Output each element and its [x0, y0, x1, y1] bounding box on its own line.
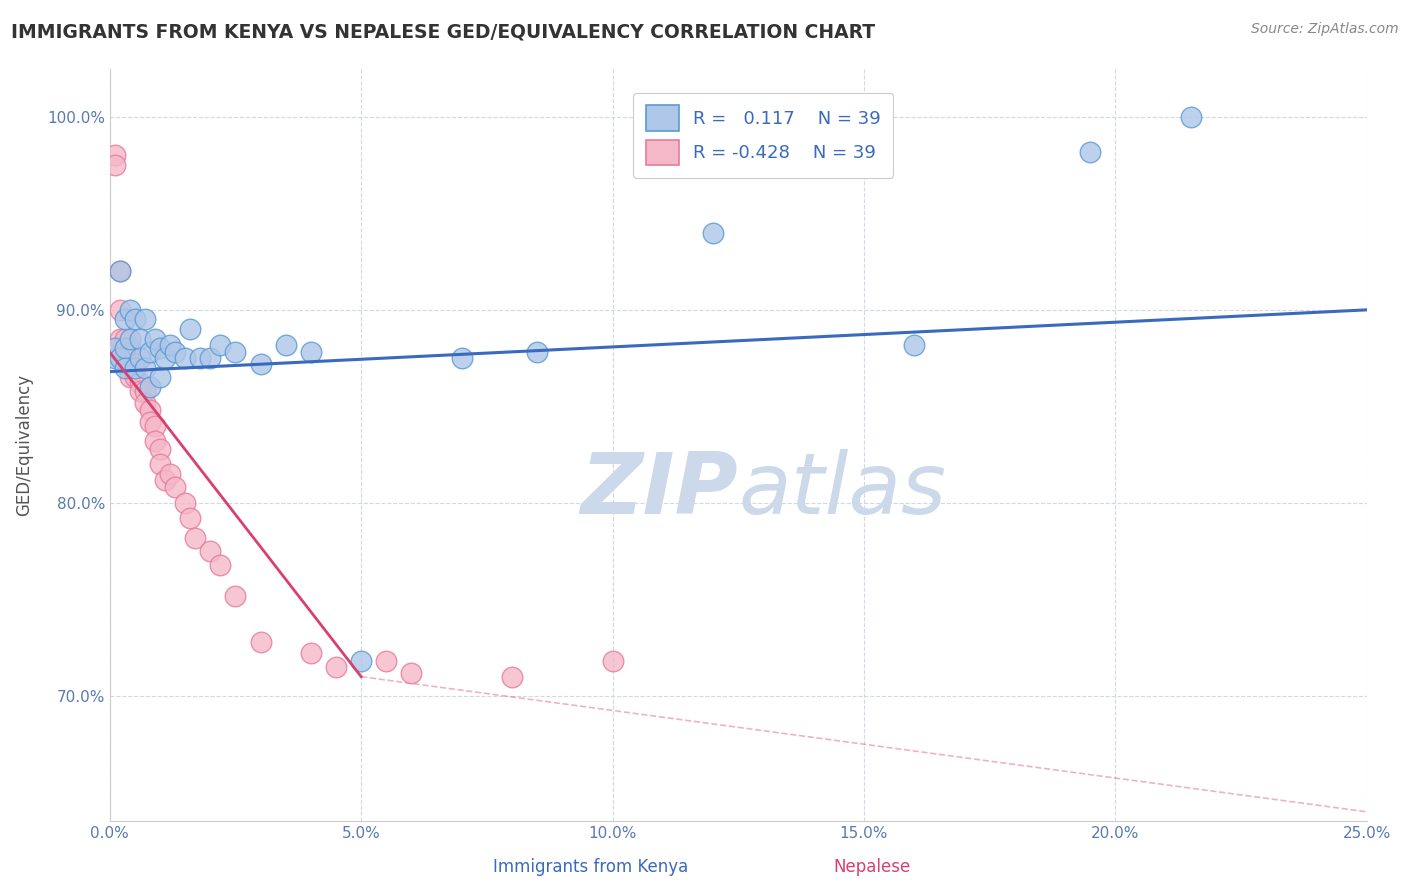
Point — [299, 647, 322, 661]
Point — [209, 337, 232, 351]
Point — [108, 332, 131, 346]
Point — [179, 322, 201, 336]
Point — [114, 332, 136, 346]
Point — [124, 360, 146, 375]
Point — [224, 345, 246, 359]
Point — [1180, 110, 1202, 124]
Text: Source: ZipAtlas.com: Source: ZipAtlas.com — [1251, 22, 1399, 37]
Point — [129, 384, 152, 398]
Point — [139, 380, 162, 394]
Point — [118, 342, 141, 356]
Point — [501, 670, 523, 684]
Point — [200, 544, 222, 558]
Point — [104, 342, 127, 356]
Point — [153, 473, 176, 487]
Text: atlas: atlas — [738, 449, 946, 532]
Point — [526, 345, 548, 359]
Point — [149, 370, 172, 384]
Point — [124, 312, 146, 326]
Point — [165, 345, 187, 359]
Point — [134, 360, 156, 375]
Point — [139, 415, 162, 429]
Point — [139, 403, 162, 417]
Point — [134, 312, 156, 326]
Point — [209, 558, 232, 572]
Point — [224, 589, 246, 603]
Point — [129, 332, 152, 346]
Point — [118, 332, 141, 346]
Point — [118, 357, 141, 371]
Point — [249, 357, 271, 371]
Point — [200, 351, 222, 365]
Point — [702, 226, 724, 240]
Text: IMMIGRANTS FROM KENYA VS NEPALESE GED/EQUIVALENCY CORRELATION CHART: IMMIGRANTS FROM KENYA VS NEPALESE GED/EQ… — [11, 22, 876, 41]
Y-axis label: GED/Equivalency: GED/Equivalency — [15, 374, 32, 516]
Point — [149, 342, 172, 356]
Point — [325, 660, 347, 674]
Point — [108, 302, 131, 317]
Text: Nepalese: Nepalese — [834, 858, 910, 876]
Point — [124, 357, 146, 371]
Point — [184, 531, 207, 545]
Point — [1078, 145, 1101, 159]
Legend: R =   0.117    N = 39, R = -0.428    N = 39: R = 0.117 N = 39, R = -0.428 N = 39 — [634, 93, 893, 178]
Point — [149, 458, 172, 472]
Point — [114, 357, 136, 371]
Point — [104, 148, 127, 162]
Point — [350, 654, 373, 668]
Point — [114, 345, 136, 359]
Point — [108, 264, 131, 278]
Point — [159, 337, 181, 351]
Point — [104, 351, 127, 365]
Point — [139, 345, 162, 359]
Text: ZIP: ZIP — [581, 449, 738, 532]
Point — [174, 351, 197, 365]
Point — [450, 351, 472, 365]
Point — [375, 654, 398, 668]
Point — [165, 480, 187, 494]
Point — [134, 395, 156, 409]
Point — [174, 496, 197, 510]
Point — [153, 351, 176, 365]
Point — [903, 337, 925, 351]
Text: Immigrants from Kenya: Immigrants from Kenya — [494, 858, 688, 876]
Point — [108, 264, 131, 278]
Point — [159, 467, 181, 481]
Point — [114, 360, 136, 375]
Point — [602, 654, 624, 668]
Point — [188, 351, 211, 365]
Point — [143, 434, 166, 449]
Point — [104, 158, 127, 172]
Point — [299, 345, 322, 359]
Point — [118, 302, 141, 317]
Point — [118, 370, 141, 384]
Point — [143, 332, 166, 346]
Point — [274, 337, 297, 351]
Point — [143, 418, 166, 433]
Point — [124, 370, 146, 384]
Point — [249, 635, 271, 649]
Point — [129, 376, 152, 391]
Point — [114, 312, 136, 326]
Point — [134, 384, 156, 398]
Point — [129, 351, 152, 365]
Point — [108, 351, 131, 365]
Point — [114, 342, 136, 356]
Point — [149, 442, 172, 456]
Point — [401, 665, 423, 680]
Point — [179, 511, 201, 525]
